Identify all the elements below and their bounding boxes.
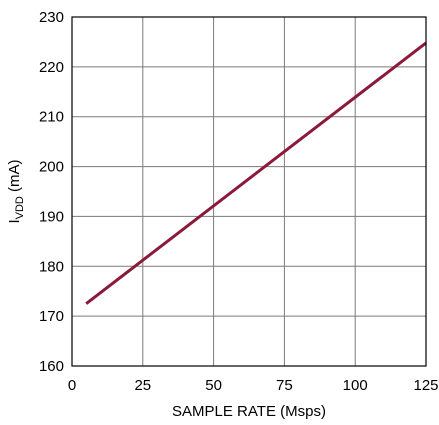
y-tick-label-180: 180 — [39, 258, 64, 275]
x-tick-label-50: 50 — [205, 377, 222, 394]
y-tick-label-220: 220 — [39, 59, 64, 76]
y-tick-label-200: 200 — [39, 159, 64, 176]
y-axis-label-unit: (mA) — [6, 159, 23, 196]
y-tick-labels: 160 170 180 190 200 210 220 230 — [39, 9, 64, 375]
x-tick-label-25: 25 — [134, 377, 151, 394]
y-tick-label-230: 230 — [39, 9, 64, 26]
y-tick-label-170: 170 — [39, 308, 64, 325]
y-tick-label-160: 160 — [39, 358, 64, 375]
x-tick-label-75: 75 — [276, 377, 293, 394]
x-tick-label-100: 100 — [343, 377, 368, 394]
series-layer — [85, 41, 427, 305]
y-axis-label-main: I — [6, 219, 23, 223]
x-axis-label: SAMPLE RATE (Msps) — [172, 403, 326, 420]
y-axis-label: IVDD (mA) — [6, 159, 26, 223]
grid — [72, 17, 426, 366]
y-tick-label-190: 190 — [39, 208, 64, 225]
x-tick-label-0: 0 — [68, 377, 76, 394]
y-axis-label-subscript: VDD — [14, 196, 26, 219]
x-tick-labels: 0 25 50 75 100 125 — [68, 377, 439, 394]
x-tick-label-125: 125 — [413, 377, 438, 394]
series-line-0 — [85, 41, 427, 305]
plot-frame — [71, 16, 427, 367]
y-tick-label-210: 210 — [39, 109, 64, 126]
